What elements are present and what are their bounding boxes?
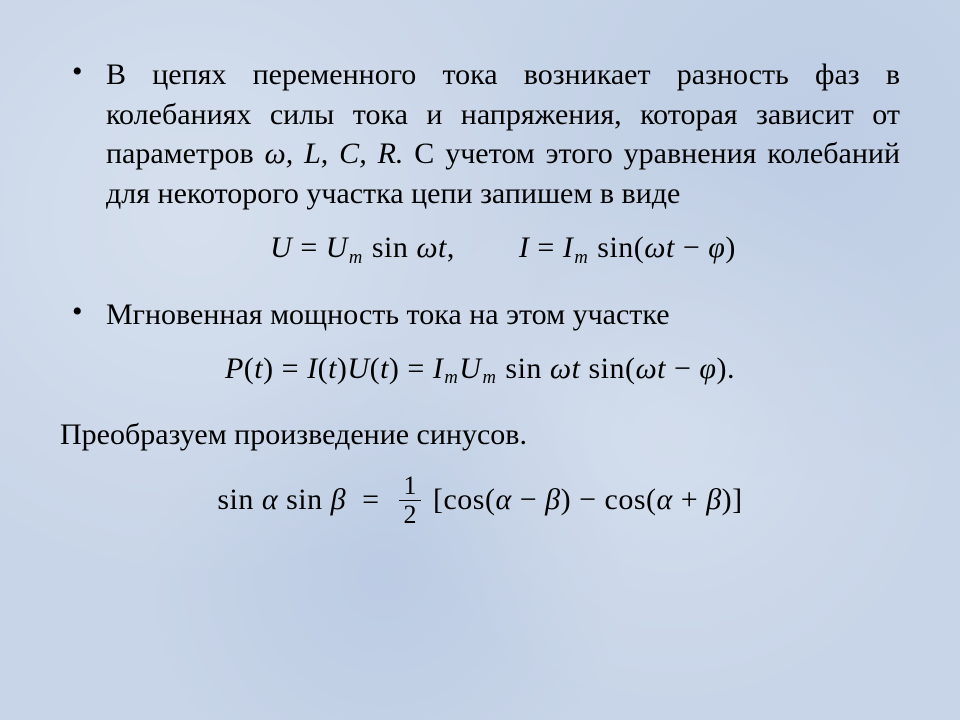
- f2-sin1: sin: [505, 352, 542, 385]
- f1-open: (: [634, 231, 645, 264]
- f1-Um-U: U: [326, 231, 348, 264]
- f2-eq1: =: [282, 352, 299, 385]
- f3-sin1: sin: [217, 483, 254, 516]
- f3-b1: β: [331, 483, 346, 516]
- f2-o2: (: [318, 352, 329, 385]
- f1-sin1: sin: [372, 231, 409, 264]
- f3-b2: β: [545, 483, 560, 516]
- f1-Im-I: I: [563, 231, 574, 264]
- f2-eq2: =: [407, 352, 424, 385]
- f3-a2: α: [495, 483, 511, 516]
- f2-c3: ): [389, 352, 400, 385]
- formula-2: P(t) = I(t)U(t) = ImUm sin ωt sin(ωt − φ…: [60, 352, 900, 389]
- f1-comma: ,: [447, 231, 455, 264]
- f3-o1: (: [485, 483, 496, 516]
- f2-I1: I: [307, 352, 318, 385]
- formula-3: sin α sin β = 1 2 [cos(α − β) − cos(α + …: [60, 473, 900, 528]
- f3-a1: α: [262, 483, 278, 516]
- bullet-list: В цепях переменного тока возникает разно…: [60, 55, 900, 389]
- f2-wt2: ωt: [635, 352, 666, 385]
- f2-sin2: sin: [588, 352, 625, 385]
- f3-lbr: [: [433, 483, 444, 516]
- f2-c4: ): [717, 352, 728, 385]
- f3-b3: β: [706, 483, 721, 516]
- f2-phi: φ: [699, 352, 716, 385]
- f3-a3: α: [657, 483, 673, 516]
- f3-o2: (: [646, 483, 657, 516]
- f2-ImI: I: [433, 352, 444, 385]
- f3-sin2: sin: [286, 483, 323, 516]
- f2-t1: t: [254, 352, 263, 385]
- f3-plus: +: [681, 483, 698, 516]
- f2-wt1: ωt: [550, 352, 581, 385]
- paragraph-2: Мгновенная мощность тока на этом участке: [106, 295, 900, 335]
- f2-UmU: U: [459, 352, 481, 385]
- para1-params: ω, L, C, R.: [265, 137, 404, 170]
- slide: В цепях переменного тока возникает разно…: [0, 0, 960, 720]
- f1-wt1: ωt: [416, 231, 447, 264]
- bullet-item-2: Мгновенная мощность тока на этом участке…: [60, 295, 900, 390]
- f2-c1: ): [263, 352, 274, 385]
- f1-U: U: [270, 231, 292, 264]
- f3-den: 2: [399, 501, 421, 528]
- f3-eq: =: [362, 483, 379, 516]
- f3-cos1: cos: [443, 483, 485, 516]
- f3-c2: ): [722, 483, 733, 516]
- f1-sin2: sin: [597, 231, 634, 264]
- f3-cos2: cos: [605, 483, 647, 516]
- f3-frac: 1 2: [399, 473, 421, 528]
- f1-Im-m: m: [573, 247, 589, 268]
- f1-phi: φ: [708, 231, 725, 264]
- f3-rbr: ]: [732, 483, 743, 516]
- f2-dot: .: [727, 352, 735, 385]
- paragraph-1: В цепях переменного тока возникает разно…: [106, 55, 900, 213]
- f1-eq2: =: [537, 231, 554, 264]
- formula-1: U = Um sin ωt, I = Im sin(ωt − φ): [106, 231, 900, 268]
- f2-P: P: [225, 352, 244, 385]
- f2-Imm: m: [443, 367, 459, 388]
- f1-Um-m: m: [348, 247, 364, 268]
- f3-c1: ): [561, 483, 572, 516]
- f3-minus: −: [520, 483, 537, 516]
- bullet-item-1: В цепях переменного тока возникает разно…: [60, 55, 900, 269]
- f2-U1: U: [347, 352, 369, 385]
- f2-o1: (: [244, 352, 255, 385]
- f2-Umm: m: [481, 367, 497, 388]
- f1-I: I: [519, 231, 530, 264]
- f1-close: ): [725, 231, 736, 264]
- f2-minus: −: [674, 352, 691, 385]
- f1-minus: −: [683, 231, 700, 264]
- f1-wt2: ωt: [644, 231, 675, 264]
- f2-c2: ): [337, 352, 348, 385]
- f1-eq1: =: [300, 231, 317, 264]
- f3-minus2: −: [579, 483, 596, 516]
- paragraph-3: Преобразуем произведение синусов.: [60, 415, 900, 455]
- f2-t3: t: [380, 352, 389, 385]
- f3-num: 1: [399, 473, 421, 501]
- f2-o4: (: [625, 352, 636, 385]
- f2-t2: t: [328, 352, 337, 385]
- f2-o3: (: [370, 352, 381, 385]
